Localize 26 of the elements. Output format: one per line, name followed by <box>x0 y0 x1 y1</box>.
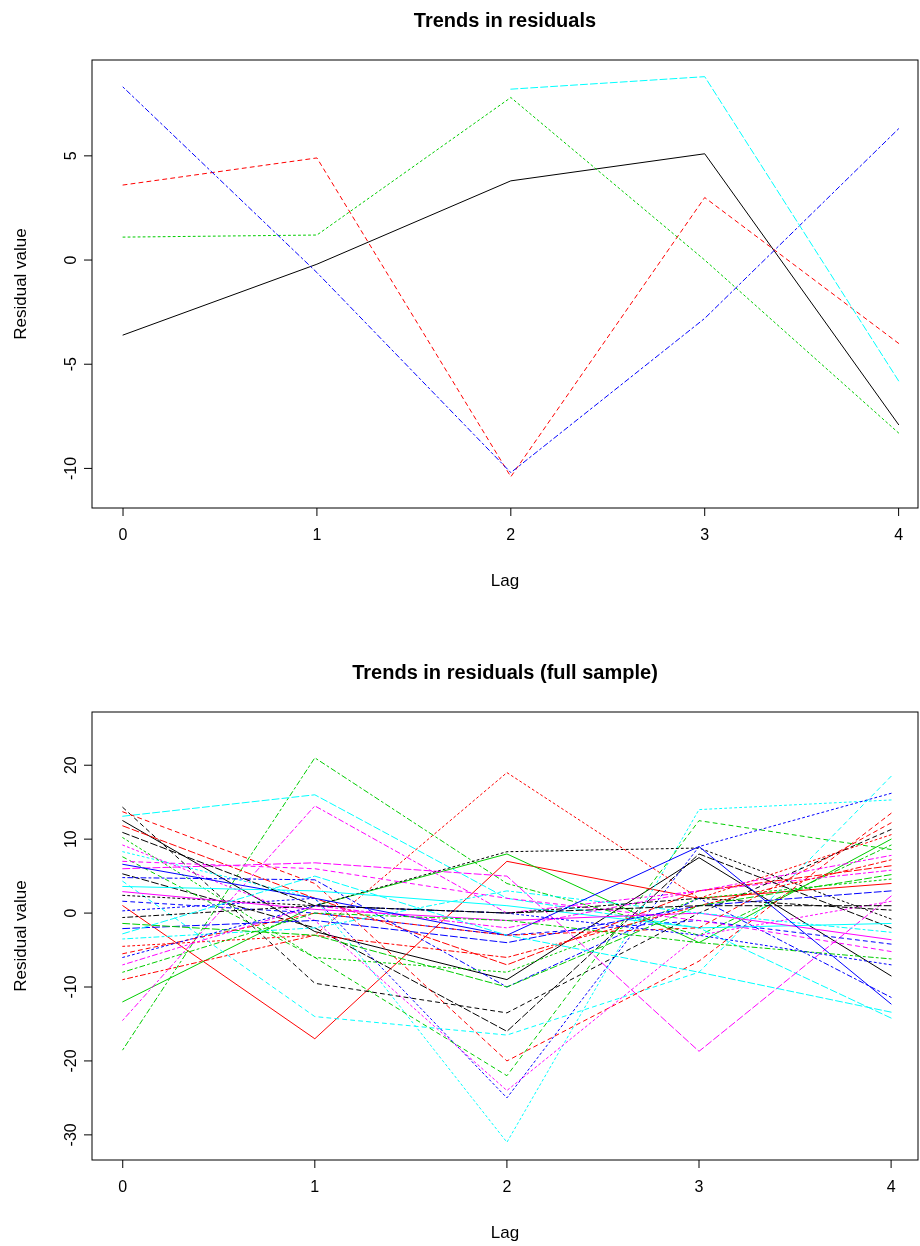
x-tick-label: 4 <box>886 1178 896 1195</box>
chart-title: Trends in residuals <box>413 9 597 31</box>
y-tick-label: -10 <box>62 456 79 480</box>
x-tick-label: 3 <box>700 526 710 543</box>
x-tick-label: 0 <box>118 1178 128 1195</box>
chart-title: Trends in residuals (full sample) <box>352 661 658 683</box>
y-tick-label: 0 <box>62 908 79 918</box>
x-tick-label: 4 <box>894 526 904 543</box>
y-tick-label: -30 <box>62 1123 79 1147</box>
y-tick-label: 0 <box>62 255 79 265</box>
x-tick-label: 0 <box>118 526 128 543</box>
x-tick-label: 1 <box>310 1178 320 1195</box>
x-axis-title: Lag <box>490 571 520 590</box>
y-tick-label: -20 <box>62 1049 79 1073</box>
x-tick-label: 2 <box>506 526 516 543</box>
y-tick-label: -5 <box>62 357 79 372</box>
y-tick-label: -10 <box>62 975 79 999</box>
y-tick-label: 20 <box>62 756 79 775</box>
y-axis-title: Residual value <box>11 880 30 992</box>
x-tick-label: 3 <box>694 1178 704 1195</box>
x-tick-label: 2 <box>502 1178 512 1195</box>
y-tick-label: 5 <box>62 151 79 161</box>
x-axis-title: Lag <box>490 1223 520 1242</box>
y-tick-label: 10 <box>62 830 79 849</box>
x-tick-label: 1 <box>312 526 322 543</box>
y-axis-title: Residual value <box>11 228 30 340</box>
